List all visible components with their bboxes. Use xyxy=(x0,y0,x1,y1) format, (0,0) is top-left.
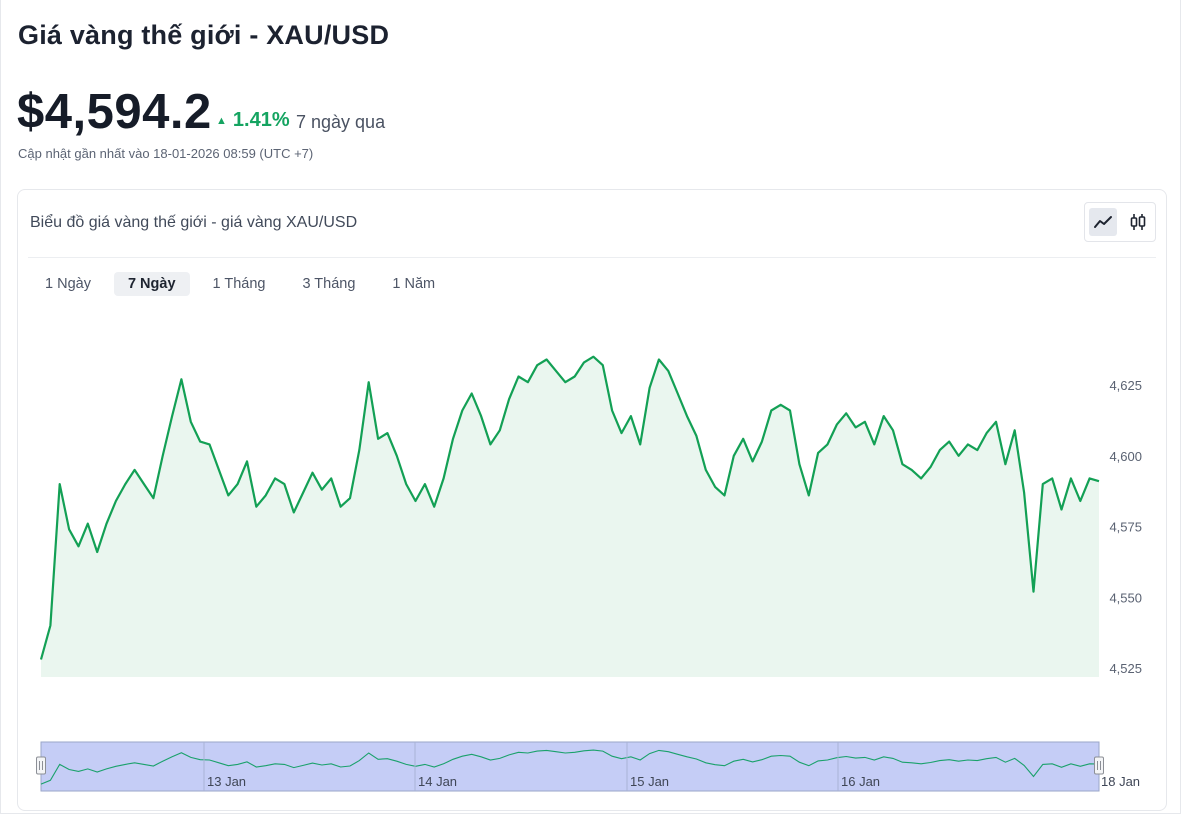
price-line xyxy=(39,355,1100,660)
navigator-line xyxy=(40,749,1100,785)
price-change: ▲ 1.41% xyxy=(216,109,290,132)
y-tick-label: 4,550 xyxy=(1109,590,1142,605)
triangle-up-icon: ▲ xyxy=(216,114,227,127)
chart-type-toggle xyxy=(1084,202,1156,242)
y-tick-label: 4,525 xyxy=(1109,661,1142,676)
x-tick-label: 18 Jan xyxy=(1101,774,1140,789)
x-tick-label: 13 Jan xyxy=(207,774,246,789)
range-navigator[interactable] xyxy=(36,741,1104,792)
page-title: Giá vàng thế giới - XAU/USD xyxy=(18,20,390,50)
navigator-handle-right[interactable] xyxy=(1094,756,1104,775)
y-tick-label: 4,575 xyxy=(1109,520,1142,535)
tab-3-months[interactable]: 3 Tháng xyxy=(302,276,356,292)
price-change-value: 1.41% xyxy=(232,109,290,131)
navigator-handle-left[interactable] xyxy=(36,756,46,775)
y-tick-label: 4,600 xyxy=(1109,449,1142,464)
tab-1-month[interactable]: 1 Tháng xyxy=(212,276,266,292)
card-divider xyxy=(28,257,1156,258)
main-plot xyxy=(39,355,1100,677)
range-tabs: 1 Ngày 7 Ngày 1 Tháng 3 Tháng 1 Năm xyxy=(31,272,458,296)
line-chart-icon xyxy=(1093,216,1112,228)
x-tick-label: 15 Jan xyxy=(630,774,669,789)
y-axis: 4,525 4,550 4,575 4,600 4,625 xyxy=(1109,378,1142,676)
price-change-period: 7 ngày qua xyxy=(296,112,386,132)
price-area-fill xyxy=(41,356,1099,677)
chart-card-title: Biểu đồ giá vàng thế giới - giá vàng XAU… xyxy=(30,214,358,231)
x-tick-label: 14 Jan xyxy=(418,774,457,789)
navigator-selection[interactable] xyxy=(40,741,1100,792)
tab-7-days[interactable]: 7 Ngày xyxy=(113,272,190,296)
last-updated: Cập nhật gần nhất vào 18-01-2026 08:59 (… xyxy=(18,146,314,161)
x-axis: 13 Jan 14 Jan 15 Jan 16 Jan 18 Jan xyxy=(207,774,1140,789)
candlestick-chart-button[interactable] xyxy=(1124,208,1152,236)
candlestick-icon xyxy=(1130,214,1145,230)
current-price: $4,594.2 xyxy=(17,85,212,139)
x-tick-label: 16 Jan xyxy=(841,774,880,789)
y-tick-label: 4,625 xyxy=(1109,378,1142,393)
tab-1-day[interactable]: 1 Ngày xyxy=(45,276,91,292)
line-chart-button[interactable] xyxy=(1088,208,1117,236)
tab-1-year[interactable]: 1 Năm xyxy=(392,276,436,292)
